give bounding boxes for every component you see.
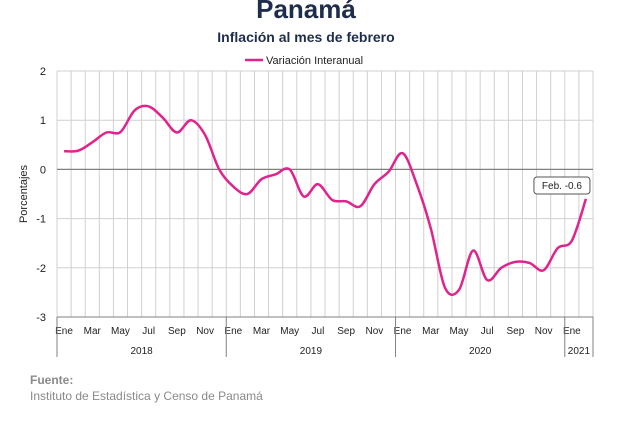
x-tick-label: Ene — [394, 326, 412, 337]
x-tick-label: Jul — [142, 326, 155, 337]
data-point — [500, 267, 502, 269]
vertical-gridlines — [70, 71, 594, 317]
data-point — [472, 249, 474, 251]
data-point — [91, 141, 93, 143]
data-point — [77, 150, 79, 152]
last-value-annotation: Feb. -0.6 — [533, 176, 591, 195]
x-year-label: 2020 — [469, 346, 492, 357]
x-tick-label: May — [111, 326, 130, 337]
y-tick-labels: 2 1 0 -1 -2 -3 — [36, 66, 46, 324]
x-year-label: 2021 — [568, 346, 591, 357]
data-point — [218, 168, 220, 170]
x-tick-label: Ene — [55, 326, 73, 337]
data-point — [119, 131, 121, 133]
y-tick-label: 1 — [40, 115, 46, 127]
data-point — [444, 286, 446, 288]
data-point — [260, 178, 262, 180]
x-tick-label: Ene — [224, 326, 242, 337]
source-text: Instituto de Estadística y Censo de Pana… — [30, 389, 263, 403]
data-point — [430, 227, 432, 229]
data-point — [458, 289, 460, 291]
data-point — [317, 183, 319, 185]
data-point — [303, 195, 305, 197]
y-axis-label: Porcentajes — [18, 164, 30, 223]
x-tick-label: May — [450, 326, 469, 337]
x-tick-label: Sep — [507, 326, 525, 337]
data-point — [345, 200, 347, 202]
data-point — [373, 183, 375, 185]
x-tick-label: Nov — [196, 326, 214, 337]
series-line-variacion-interanual — [64, 104, 588, 297]
annotation-label: Feb. -0.6 — [542, 181, 582, 192]
data-point — [176, 131, 178, 133]
data-point — [232, 185, 234, 187]
legend: Variación Interanual — [245, 55, 363, 67]
data-point — [359, 205, 361, 207]
data-point — [331, 199, 333, 201]
x-tick-label: Nov — [535, 326, 553, 337]
x-tick-label: Jul — [312, 326, 325, 337]
y-tick-label: 2 — [40, 66, 46, 78]
x-tick-label: Jul — [481, 326, 494, 337]
data-point — [147, 105, 149, 107]
data-point — [63, 150, 65, 152]
data-point — [542, 269, 544, 271]
x-tick-label: Sep — [337, 326, 355, 337]
y-tick-label: -1 — [36, 214, 46, 226]
y-tick-label: -2 — [36, 263, 46, 275]
x-tick-label: May — [280, 326, 299, 337]
x-tick-label: Mar — [84, 326, 102, 337]
y-tick-label: -3 — [36, 312, 46, 324]
x-year-label: 2019 — [300, 346, 323, 357]
data-point — [486, 279, 488, 281]
data-point — [415, 183, 417, 185]
data-point — [571, 240, 573, 242]
data-point — [514, 261, 516, 263]
data-point — [190, 119, 192, 121]
data-point — [274, 173, 276, 175]
data-point — [162, 117, 164, 119]
x-tick-label: Sep — [168, 326, 186, 337]
data-point — [246, 193, 248, 195]
x-year-label: 2018 — [131, 346, 154, 357]
annotation-box — [533, 176, 591, 195]
data-point — [585, 198, 587, 200]
data-point — [133, 109, 135, 111]
legend-label: Variación Interanual — [266, 55, 363, 67]
line-chart: 2 1 0 -1 -2 -3 Porcentajes Ene Mar May Jul Sep Nov… — [18, 55, 594, 357]
source-heading: Fuente: — [30, 373, 74, 387]
data-point — [401, 152, 403, 154]
data-point — [557, 247, 559, 249]
page-title: Panamá — [256, 0, 356, 24]
data-point — [204, 134, 206, 136]
data-point — [105, 131, 107, 133]
data-point — [528, 262, 530, 264]
x-tick-label: Mar — [253, 326, 271, 337]
data-point — [387, 171, 389, 173]
page-subtitle: Inflación al mes de febrero — [217, 29, 395, 45]
y-tick-label: 0 — [40, 164, 46, 176]
data-point — [289, 168, 291, 170]
x-axis: Ene Mar May Jul Sep Nov Ene Mar May Jul Sep Nov Ene M… — [55, 316, 594, 357]
x-tick-label: Nov — [365, 326, 383, 337]
x-tick-label: Ene — [563, 326, 581, 337]
x-tick-label: Mar — [422, 326, 440, 337]
